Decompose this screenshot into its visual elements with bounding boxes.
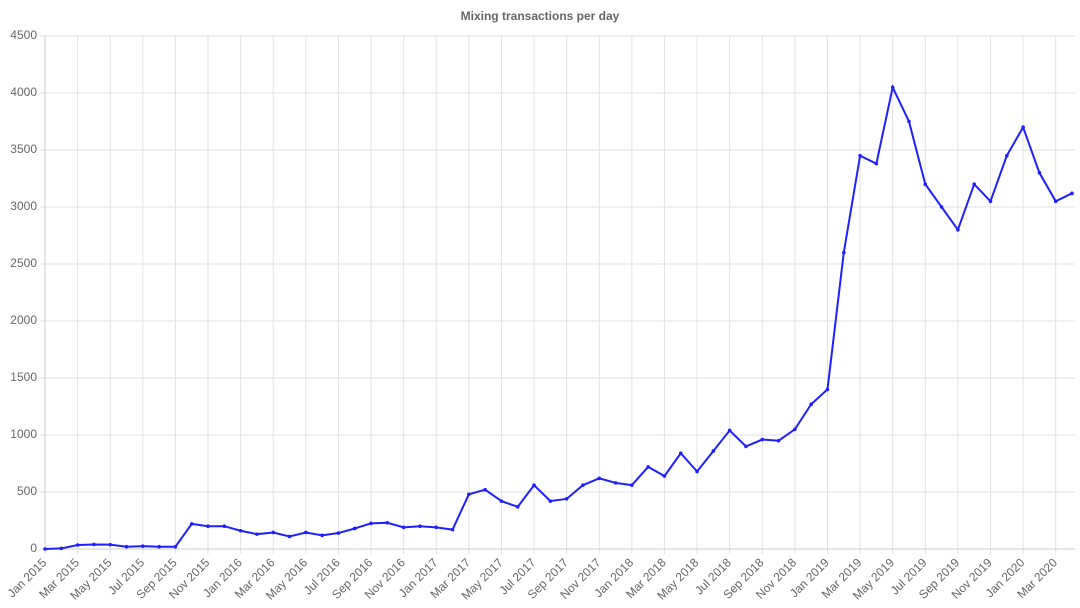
y-tick-label: 0 (30, 541, 37, 555)
point (939, 205, 944, 209)
point (401, 525, 406, 530)
point (711, 449, 716, 453)
point (776, 438, 781, 443)
y-tick-label: 2500 (10, 256, 37, 270)
point (1053, 199, 1058, 204)
y-tick-label: 4000 (10, 85, 37, 99)
point (841, 250, 846, 255)
point (564, 497, 569, 501)
point (793, 427, 797, 432)
point (1070, 191, 1074, 196)
point (727, 428, 732, 433)
point (532, 483, 536, 487)
chart-title: Mixing transactions per day (461, 9, 620, 23)
point (548, 499, 553, 503)
point (499, 499, 504, 503)
point (434, 525, 439, 530)
point (825, 387, 830, 392)
y-tick-label: 3500 (10, 142, 37, 156)
point (988, 199, 993, 204)
point (124, 544, 129, 549)
point (255, 532, 259, 536)
point (972, 182, 976, 186)
point (695, 469, 699, 474)
point (646, 465, 650, 469)
point (92, 542, 96, 547)
point (352, 526, 357, 531)
point (157, 544, 161, 549)
point (630, 483, 634, 487)
point (304, 530, 308, 535)
line (44, 84, 1073, 550)
y-tick-label: 1000 (10, 427, 37, 441)
point (1037, 171, 1042, 175)
point (907, 119, 911, 124)
point (874, 161, 879, 166)
point (858, 153, 862, 158)
point (809, 402, 813, 407)
point (43, 547, 47, 551)
point (613, 481, 618, 485)
point (369, 521, 373, 526)
point (744, 444, 748, 449)
point (1004, 153, 1009, 158)
point (418, 524, 422, 528)
point (108, 542, 113, 547)
point (385, 520, 390, 525)
y-tick-label: 4500 (10, 28, 37, 42)
y-tick-label: 1500 (10, 370, 37, 384)
point (75, 543, 80, 547)
point (59, 546, 64, 551)
point (581, 483, 585, 487)
point (515, 505, 520, 509)
point (890, 85, 895, 90)
y-tick-label: 2000 (10, 313, 37, 327)
point (271, 530, 276, 535)
point (287, 534, 292, 539)
point (450, 527, 455, 532)
point (189, 522, 194, 526)
point (923, 182, 928, 186)
point (173, 544, 178, 549)
point (336, 531, 341, 535)
point (222, 524, 227, 528)
point (760, 437, 765, 442)
point (1021, 125, 1025, 129)
point (141, 544, 145, 548)
point (597, 476, 602, 481)
y-tick-label: 500 (17, 484, 37, 498)
point (238, 528, 243, 533)
y-tick-label: 3000 (10, 199, 37, 213)
point (483, 487, 487, 492)
point (678, 451, 683, 456)
point (662, 474, 667, 478)
point (956, 228, 960, 232)
point (320, 533, 324, 538)
point (467, 492, 471, 497)
point (206, 524, 210, 528)
